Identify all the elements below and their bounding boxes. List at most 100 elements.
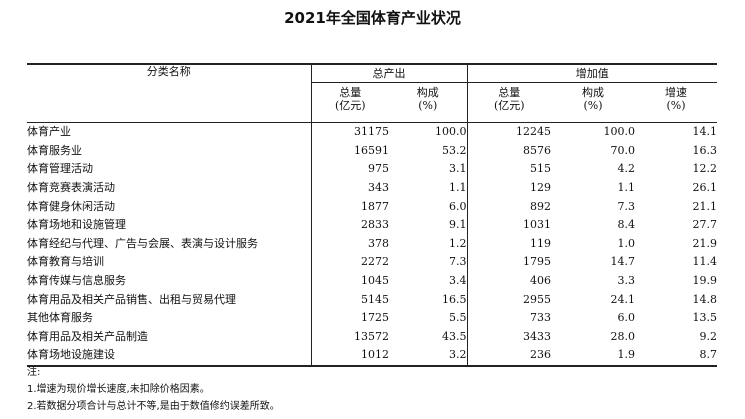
note-1: 1.增速为现价增长速度,未扣除价格因素。 (27, 384, 210, 395)
table-row: 体育健身休闲活动 1877 6.0 892 7.3 21.1 (27, 197, 717, 216)
output-total-cell: 5145 (310, 290, 389, 309)
note-label: 注: (27, 367, 41, 378)
category-name-cell: 其他体育服务 (27, 308, 312, 328)
added-share-cell: 6.0 (617, 311, 636, 325)
output-total-cell: 1725 (310, 308, 389, 328)
output-share-cell: 1.1 (449, 181, 467, 195)
table-row: 体育传媒与信息服务 1045 3.4 406 3.3 19.9 (27, 271, 718, 291)
table-row: 体育教育与培训 2272 7.3 1795 14.7 11.4 (27, 253, 717, 272)
total-output-header: 总产出 (310, 63, 467, 83)
added-total-cell: 236 (466, 346, 551, 367)
table-row: 体育管理活动 975 3.1 515 4.2 12.2 (27, 160, 717, 179)
added-value-header: 增加值 (466, 63, 718, 83)
table-row: 体育产业 31175 100.0 12245 100.0 14.1 (27, 122, 718, 142)
added-share-cell: 1.1 (617, 181, 636, 195)
added-total-cell: 129 (466, 178, 551, 198)
column-header: 构成 (%) (389, 82, 467, 123)
output-share-cell: 3.4 (449, 274, 467, 288)
added-total-cell: 515 (466, 160, 551, 179)
output-share-cell: 9.1 (449, 218, 467, 232)
table-body: 体育产业 31175 100.0 12245 100.0 14.1 体育服务业 16591 53… (27, 122, 718, 367)
growth-cell: 27.7 (692, 218, 718, 232)
output-total-cell: 13572 (310, 327, 389, 347)
growth-cell: 21.1 (692, 199, 718, 213)
added-share-cell: 1.9 (551, 346, 635, 367)
added-share-cell: 7.3 (617, 199, 636, 213)
sports-industry-table: 分类名称 总产出 增加值 总量 (亿元) 构成 (%) 总量 (亿元) 构成 (%) 增… (27, 63, 718, 367)
page-title: 2021年全国体育产业状况 (284, 9, 461, 27)
category-name-cell: 体育教育与培训 (27, 253, 312, 272)
output-share-cell: 53.2 (442, 143, 467, 157)
growth-cell: 13.5 (692, 311, 718, 325)
table-row: 体育用品及相关产品制造 13572 43.5 3433 28.0 9.2 (27, 327, 718, 347)
output-share-cell: 3.2 (389, 346, 467, 367)
table-row: 体育经纪与代理、广告与会展、表演与设计服务 378 1.2 119 1.0 21.9 (27, 234, 718, 254)
growth-cell: 14.8 (692, 292, 718, 306)
growth-cell: 26.1 (692, 181, 718, 195)
output-total-cell: 2833 (310, 215, 389, 235)
growth-cell: 11.4 (692, 255, 718, 269)
output-share-cell: 5.5 (449, 311, 467, 325)
added-share-cell: 1.0 (617, 236, 636, 250)
output-total-cell: 1877 (310, 197, 389, 216)
added-share-cell: 100.0 (603, 125, 636, 139)
column-header: 构成 (%) (551, 82, 635, 123)
output-share-cell: 3.1 (449, 162, 467, 176)
category-name-cell: 体育管理活动 (27, 160, 312, 179)
growth-cell: 14.1 (692, 125, 718, 139)
added-total-cell: 2955 (466, 290, 551, 309)
added-share-cell: 8.4 (617, 218, 636, 232)
added-total-cell: 1031 (466, 215, 551, 235)
category-name-cell: 体育产业 (27, 122, 312, 142)
added-total-cell: 733 (466, 308, 551, 328)
category-name-cell: 体育用品及相关产品销售、出租与贸易代理 (27, 290, 312, 309)
table-row: 体育场地设施建设 1012 3.2 236 1.9 8.7 (27, 346, 718, 367)
table-row: 体育用品及相关产品销售、出租与贸易代理 5145 16.5 2955 24.1 14.8 (27, 290, 717, 309)
output-total-cell: 16591 (310, 141, 389, 161)
growth-cell: 8.7 (635, 346, 718, 367)
output-share-cell: 43.5 (442, 329, 467, 343)
added-total-cell: 8576 (466, 141, 551, 161)
added-share-cell: 4.2 (617, 162, 636, 176)
table-row: 其他体育服务 1725 5.5 733 6.0 13.5 (27, 308, 718, 328)
output-total-cell: 1012 (310, 346, 389, 367)
growth-cell: 21.9 (692, 236, 718, 250)
output-share-cell: 1.2 (449, 236, 467, 250)
added-total-cell: 1795 (466, 253, 551, 272)
table-row: 体育场地和设施管理 2833 9.1 1031 8.4 27.7 (27, 215, 718, 235)
output-total-cell: 343 (310, 178, 389, 198)
output-share-cell: 16.5 (442, 292, 467, 306)
table-row: 体育竞赛表演活动 343 1.1 129 1.1 26.1 (27, 178, 718, 198)
category-name-cell: 体育场地设施建设 (27, 346, 312, 367)
category-name-cell: 体育竞赛表演活动 (27, 178, 312, 198)
added-total-cell: 119 (466, 234, 551, 254)
output-total-cell: 975 (310, 160, 389, 179)
footnotes: 注: 1.增速为现价增长速度,未扣除价格因素。 2.若数据分项合计与总计不等,是… (27, 364, 280, 415)
output-share-cell: 100.0 (435, 125, 467, 139)
added-total-cell: 12245 (466, 122, 551, 142)
growth-cell: 12.2 (692, 162, 718, 176)
added-share-cell: 14.7 (610, 255, 636, 269)
output-total-cell: 31175 (310, 122, 389, 142)
growth-cell: 16.3 (692, 143, 718, 157)
added-total-cell: 3433 (466, 327, 551, 347)
category-name-cell: 体育用品及相关产品制造 (27, 327, 312, 347)
column-header: 总量 (亿元) (310, 82, 389, 123)
category-name-cell: 体育服务业 (27, 141, 312, 161)
output-total-cell: 378 (310, 234, 389, 254)
category-name-cell: 体育经纪与代理、广告与会展、表演与设计服务 (27, 234, 312, 254)
category-name-cell: 体育传媒与信息服务 (27, 271, 312, 291)
column-header: 总量 (亿元) (466, 82, 551, 123)
column-header: 增速 (%) (635, 82, 718, 123)
added-total-cell: 406 (466, 271, 551, 291)
note-2: 2.若数据分项合计与总计不等,是由于数值修约误差所致。 (27, 401, 280, 412)
output-share-cell: 7.3 (449, 255, 467, 269)
added-share-cell: 24.1 (610, 292, 636, 306)
added-share-cell: 70.0 (610, 143, 636, 157)
growth-cell: 9.2 (699, 329, 718, 343)
output-share-cell: 6.0 (449, 199, 467, 213)
growth-cell: 19.9 (692, 274, 718, 288)
category-header: 分类名称 (27, 63, 312, 123)
added-total-cell: 892 (466, 197, 551, 216)
added-share-cell: 3.3 (617, 274, 636, 288)
